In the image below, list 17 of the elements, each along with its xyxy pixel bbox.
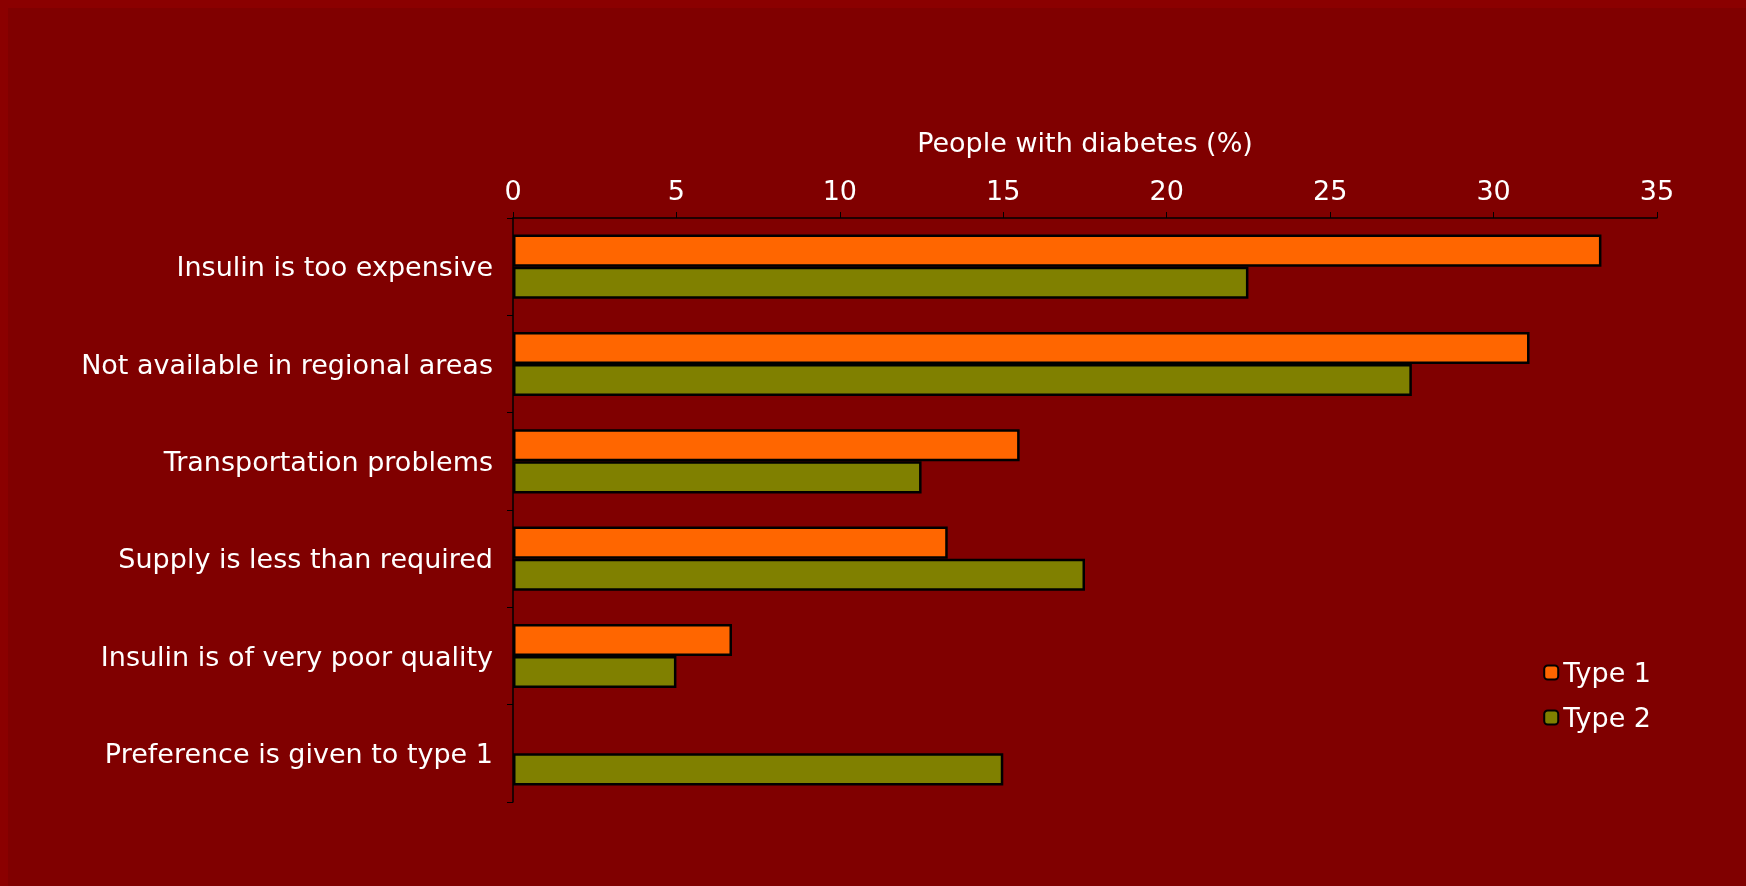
x-tick-label: 5 — [667, 175, 686, 206]
x-tick-label: 30 — [1476, 175, 1511, 206]
y-tick-label: Not available in regional areas — [81, 348, 493, 380]
y-tick-label: Preference is given to type 1 — [104, 737, 493, 769]
legend-label: Type 1 — [1562, 657, 1651, 688]
legend-label: Type 2 — [1562, 702, 1651, 733]
y-tick-label: Insulin is of very poor quality — [100, 640, 494, 672]
y-tick-label: Transportation problems — [162, 445, 493, 477]
x-tick-label: 10 — [822, 175, 858, 206]
x-tick-label: 35 — [1639, 175, 1675, 206]
x-axis-title: People with diabetes (%) — [917, 127, 1253, 158]
x-tick-label: 25 — [1312, 175, 1348, 206]
y-tick-label: Supply is less than required — [118, 543, 493, 575]
x-tick-label: 20 — [1149, 175, 1184, 206]
y-tick-label: Insulin is too expensive — [176, 251, 493, 283]
x-tick-label: 0 — [504, 175, 522, 206]
x-tick-label: 15 — [986, 175, 1021, 206]
